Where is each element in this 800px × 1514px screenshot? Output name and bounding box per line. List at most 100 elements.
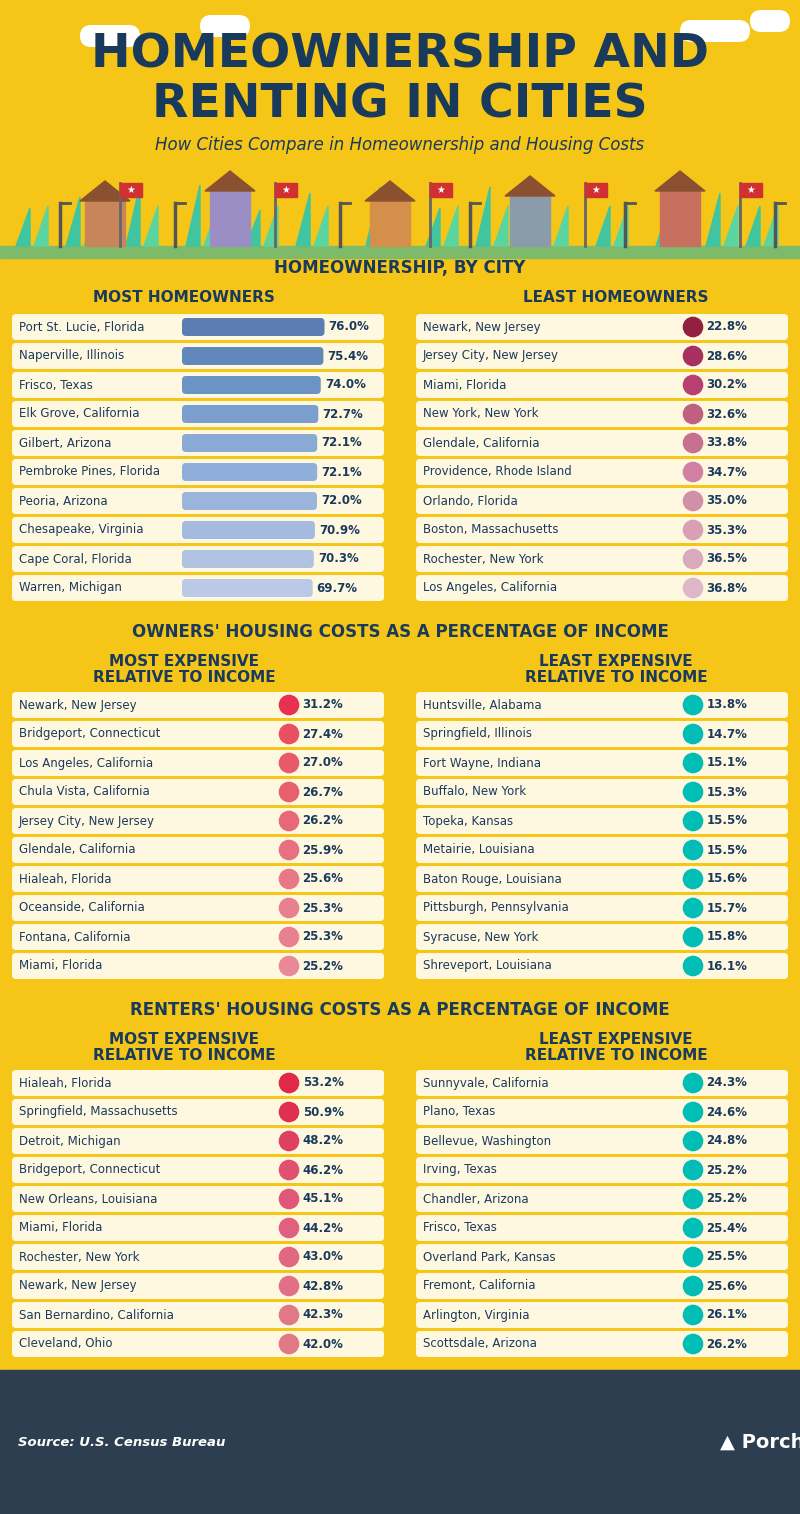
FancyBboxPatch shape (416, 780, 788, 805)
Text: 75.4%: 75.4% (327, 350, 368, 362)
Text: Cape Coral, Florida: Cape Coral, Florida (19, 553, 132, 566)
Polygon shape (426, 198, 440, 245)
Circle shape (683, 404, 702, 424)
Text: 72.7%: 72.7% (322, 407, 363, 421)
Text: Los Angeles, California: Los Angeles, California (19, 757, 153, 769)
Text: 69.7%: 69.7% (317, 581, 358, 595)
FancyBboxPatch shape (12, 459, 384, 484)
Text: Bridgeport, Connecticut: Bridgeport, Connecticut (19, 1163, 160, 1176)
Circle shape (683, 754, 702, 772)
FancyBboxPatch shape (182, 375, 321, 394)
Text: New York, New York: New York, New York (423, 407, 538, 421)
FancyBboxPatch shape (12, 1273, 384, 1299)
Circle shape (683, 347, 702, 365)
Circle shape (683, 1219, 702, 1237)
Text: 25.2%: 25.2% (706, 1193, 747, 1205)
FancyBboxPatch shape (416, 401, 788, 427)
Text: ★: ★ (126, 185, 135, 195)
Polygon shape (365, 182, 415, 201)
Polygon shape (80, 182, 130, 201)
Bar (430, 183, 452, 197)
Polygon shape (614, 206, 628, 245)
Circle shape (683, 521, 702, 539)
Bar (275, 183, 297, 197)
Bar (210, 191, 250, 245)
Text: 28.6%: 28.6% (706, 350, 748, 362)
Text: 43.0%: 43.0% (302, 1251, 343, 1264)
Circle shape (279, 783, 298, 801)
Text: LEAST EXPENSIVE: LEAST EXPENSIVE (539, 654, 693, 669)
Circle shape (279, 1219, 298, 1237)
Text: 36.5%: 36.5% (706, 553, 748, 566)
Text: Chula Vista, California: Chula Vista, California (19, 786, 150, 798)
Text: 70.3%: 70.3% (318, 553, 358, 566)
FancyBboxPatch shape (12, 430, 384, 456)
FancyBboxPatch shape (182, 435, 317, 453)
Text: How Cities Compare in Homeownership and Housing Costs: How Cities Compare in Homeownership and … (155, 136, 645, 154)
Text: 35.3%: 35.3% (706, 524, 747, 536)
Circle shape (683, 812, 702, 831)
FancyBboxPatch shape (416, 344, 788, 369)
Text: Scottsdale, Arizona: Scottsdale, Arizona (423, 1337, 537, 1350)
Circle shape (279, 1131, 298, 1151)
Circle shape (279, 1334, 298, 1354)
FancyBboxPatch shape (416, 924, 788, 949)
Circle shape (683, 550, 702, 569)
Polygon shape (126, 201, 140, 245)
Text: Los Angeles, California: Los Angeles, California (423, 581, 557, 595)
Bar (740, 183, 762, 197)
FancyBboxPatch shape (416, 516, 788, 544)
FancyBboxPatch shape (182, 578, 313, 597)
Text: Glendale, California: Glendale, California (19, 843, 135, 857)
Polygon shape (706, 183, 720, 245)
Text: Elk Grove, California: Elk Grove, California (19, 407, 139, 421)
Circle shape (683, 462, 702, 481)
FancyBboxPatch shape (416, 1302, 788, 1328)
Circle shape (279, 957, 298, 975)
Circle shape (683, 695, 702, 715)
Text: 48.2%: 48.2% (302, 1134, 344, 1148)
Circle shape (683, 724, 702, 743)
Text: 25.6%: 25.6% (302, 872, 344, 886)
Text: 25.2%: 25.2% (706, 1163, 747, 1176)
Circle shape (279, 812, 298, 831)
Text: 36.8%: 36.8% (706, 581, 748, 595)
Text: 15.1%: 15.1% (706, 757, 747, 769)
FancyBboxPatch shape (12, 313, 384, 341)
FancyBboxPatch shape (12, 692, 384, 718)
Polygon shape (16, 201, 30, 245)
Polygon shape (144, 206, 158, 245)
Text: 30.2%: 30.2% (706, 378, 747, 392)
Circle shape (279, 1190, 298, 1208)
FancyBboxPatch shape (12, 547, 384, 572)
FancyBboxPatch shape (12, 1331, 384, 1357)
FancyBboxPatch shape (416, 430, 788, 456)
Polygon shape (366, 204, 380, 245)
Text: 25.3%: 25.3% (302, 901, 343, 914)
FancyBboxPatch shape (416, 1273, 788, 1299)
Text: 72.1%: 72.1% (321, 465, 362, 478)
Text: Glendale, California: Glendale, California (423, 436, 539, 450)
Circle shape (683, 1073, 702, 1093)
Text: 45.1%: 45.1% (302, 1193, 344, 1205)
Polygon shape (764, 206, 778, 245)
FancyBboxPatch shape (12, 1157, 384, 1182)
Polygon shape (656, 204, 670, 245)
Text: 15.3%: 15.3% (706, 786, 747, 798)
Polygon shape (84, 206, 98, 245)
Text: 70.9%: 70.9% (319, 524, 360, 536)
Circle shape (279, 840, 298, 860)
Bar (510, 195, 550, 245)
Text: 25.5%: 25.5% (706, 1251, 748, 1264)
Text: ★: ★ (592, 185, 600, 195)
Text: 33.8%: 33.8% (706, 436, 747, 450)
FancyBboxPatch shape (182, 550, 314, 568)
FancyBboxPatch shape (80, 26, 140, 47)
Polygon shape (186, 192, 200, 245)
Circle shape (683, 433, 702, 453)
Polygon shape (66, 210, 80, 245)
Text: 25.6%: 25.6% (706, 1279, 748, 1293)
Text: Metairie, Louisiana: Metairie, Louisiana (423, 843, 534, 857)
Text: 35.0%: 35.0% (706, 495, 747, 507)
Polygon shape (384, 206, 398, 245)
